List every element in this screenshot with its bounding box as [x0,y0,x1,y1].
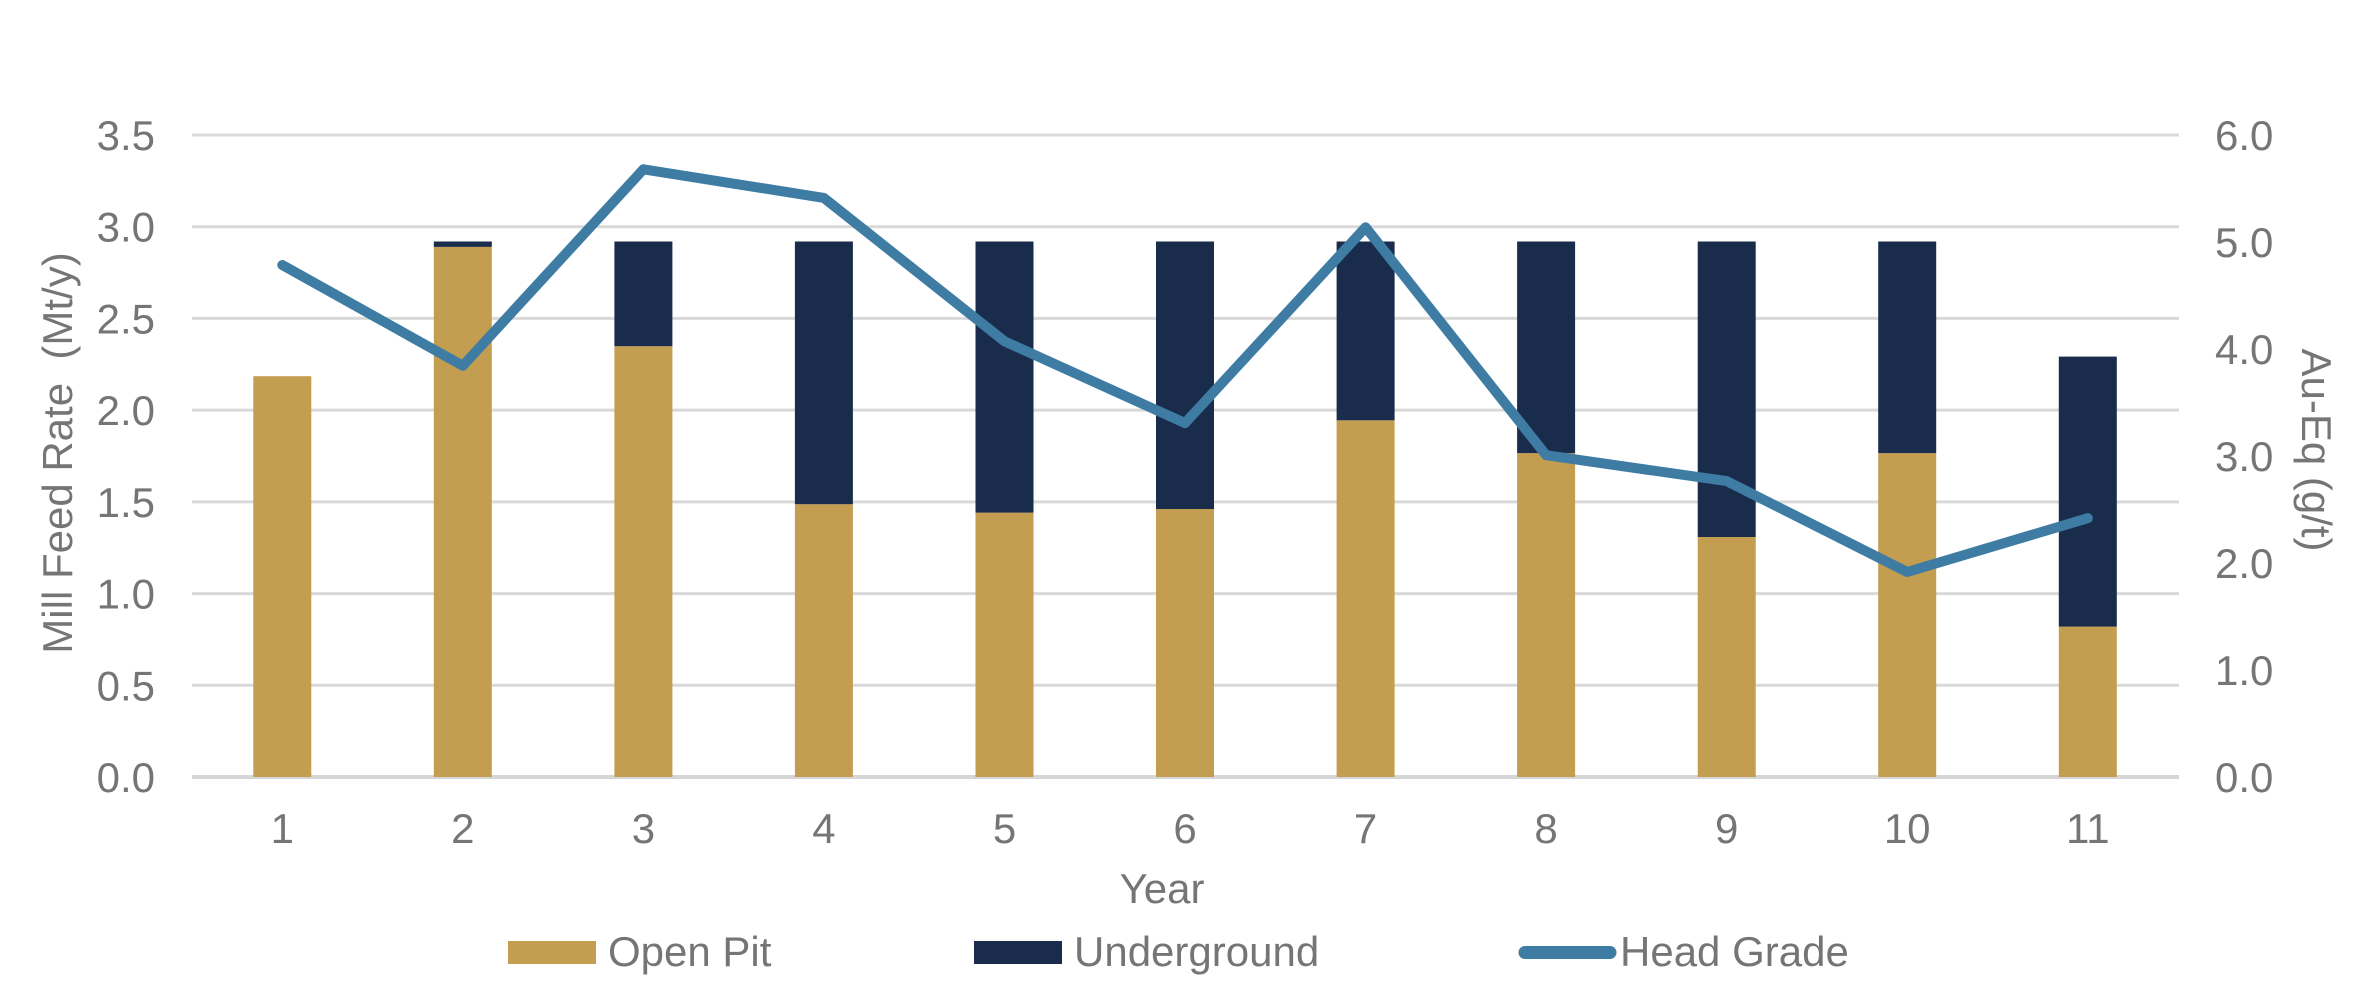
svg-text:3.5: 3.5 [97,112,155,159]
svg-text:3.0: 3.0 [97,204,155,251]
svg-text:4: 4 [812,805,835,852]
svg-text:2.5: 2.5 [97,295,155,342]
svg-text:11: 11 [2066,805,2110,852]
svg-text:1.0: 1.0 [97,571,155,618]
svg-text:6.0: 6.0 [2215,112,2273,159]
svg-text:Head Grade: Head Grade [1620,928,1849,975]
svg-text:1.0: 1.0 [2215,647,2273,694]
svg-text:7: 7 [1354,805,1377,852]
svg-text:2: 2 [451,805,474,852]
svg-text:8: 8 [1534,805,1557,852]
svg-text:Open Pit: Open Pit [608,928,772,975]
svg-text:Year: Year [1120,865,1205,912]
svg-text:2.0: 2.0 [97,387,155,434]
svg-text:0.5: 0.5 [97,662,155,709]
svg-text:10: 10 [1884,805,1931,852]
svg-text:5.0: 5.0 [2215,219,2273,266]
svg-text:5: 5 [993,805,1016,852]
svg-text:4.0: 4.0 [2215,326,2273,373]
svg-text:3.0: 3.0 [2215,433,2273,480]
svg-text:2.0: 2.0 [2215,540,2273,587]
svg-text:1.5: 1.5 [97,479,155,526]
svg-text:3: 3 [632,805,655,852]
svg-text:1: 1 [271,805,294,852]
svg-text:0.0: 0.0 [97,754,155,801]
svg-text:Underground: Underground [1074,928,1319,975]
svg-text:0.0: 0.0 [2215,754,2273,801]
svg-text:6: 6 [1173,805,1196,852]
svg-text:9: 9 [1715,805,1738,852]
svg-text:Mill Feed Rate (Mt/y): Mill Feed Rate (Mt/y) [34,252,81,653]
svg-text:Au-Eq (g/t): Au-Eq (g/t) [2293,348,2340,551]
